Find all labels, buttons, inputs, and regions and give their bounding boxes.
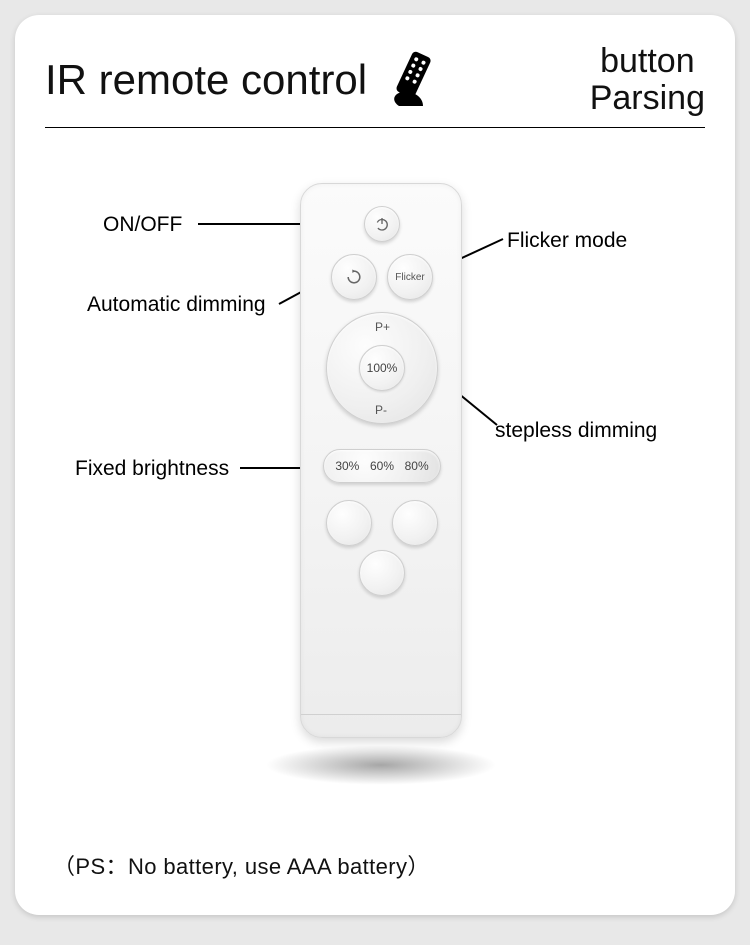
anno-stepless: stepless dimming [495, 419, 657, 443]
power-icon [373, 215, 391, 233]
remote-icon [379, 48, 443, 112]
anno-autodim: Automatic dimming [87, 293, 266, 317]
title-right-line2: Parsing [590, 80, 705, 117]
blank-button-right[interactable] [392, 500, 438, 546]
remote-bottom-sep [301, 714, 461, 715]
anno-flicker: Flicker mode [507, 229, 627, 253]
footer-text: （PS：No battery, use AAA battery） [53, 849, 430, 881]
flicker-label: Flicker [395, 272, 424, 283]
dpad-center-label: 100% [367, 361, 398, 375]
remote-shadow [265, 745, 497, 785]
cycle-icon [344, 267, 364, 287]
brightness-30: 30% [335, 459, 359, 473]
remote-body: Flicker P+ P- 100% 30% 60% 80% [300, 183, 462, 738]
header: IR remote control button Parsing [45, 43, 705, 118]
blank-button-left[interactable] [326, 500, 372, 546]
brightness-60: 60% [370, 459, 394, 473]
power-button[interactable] [364, 206, 400, 242]
title-left: IR remote control [45, 48, 443, 112]
header-divider [45, 127, 705, 128]
blank-button-bottom[interactable] [359, 550, 405, 596]
dpad-center-button[interactable]: 100% [359, 345, 405, 391]
anno-onoff: ON/OFF [103, 213, 182, 237]
card: IR remote control button Parsing [15, 15, 735, 915]
auto-dimming-button[interactable] [331, 254, 377, 300]
title-left-text: IR remote control [45, 56, 367, 104]
title-right: button Parsing [590, 43, 705, 118]
title-right-line1: button [590, 43, 705, 80]
flicker-button[interactable]: Flicker [387, 254, 433, 300]
anno-fixedbright: Fixed brightness [75, 457, 229, 481]
dpad-bottom-label: P- [375, 403, 387, 417]
brightness-pill[interactable]: 30% 60% 80% [323, 449, 441, 483]
dpad-top-label: P+ [375, 320, 390, 334]
brightness-80: 80% [405, 459, 429, 473]
